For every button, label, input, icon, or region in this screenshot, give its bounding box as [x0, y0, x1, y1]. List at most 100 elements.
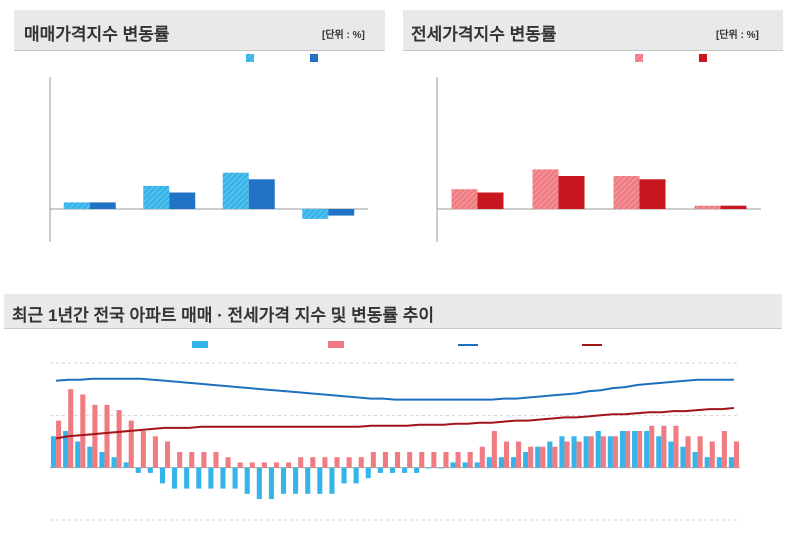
jeonse-change-bar: [177, 451, 183, 468]
sale-change-bar: [256, 467, 262, 500]
sale-change-bar: [159, 467, 165, 484]
curr-week-bar: [248, 179, 275, 209]
prev-week-bar: [694, 205, 721, 209]
sale-change-bar: [353, 467, 359, 484]
jeonse-change-bar: [637, 431, 643, 468]
sale-change-bar: [329, 467, 335, 494]
sale-change-bar: [547, 441, 553, 468]
jeonse-change-bar: [552, 446, 558, 468]
sale-change-bar: [680, 446, 686, 468]
jeonse-change-bar: [733, 441, 740, 468]
sale-change-bar: [280, 467, 287, 494]
jeonse-change-bar: [310, 457, 316, 468]
curr-week-bar: [328, 209, 355, 216]
prev-week-bar: [302, 209, 329, 219]
prev-week-bar: [613, 176, 640, 209]
jeonse-change-bar: [625, 431, 631, 468]
jeonse-change-bar: [128, 420, 134, 468]
sale-change-bar: [63, 431, 69, 468]
jeonse-change-bar: [540, 446, 546, 468]
jeonse-change-bar: [685, 436, 691, 468]
jeonse-change-bar: [346, 457, 352, 468]
jeonse-change-bar: [600, 436, 606, 468]
jeonse-change-bar: [116, 410, 122, 468]
jeonse-change-bar: [140, 431, 146, 468]
jeonse-change-bar: [649, 425, 655, 468]
sale-change-bar: [87, 446, 93, 468]
jeonse-change-bar: [576, 441, 582, 468]
jeonse-change-bar: [104, 404, 110, 468]
jeonse-change-bar: [443, 451, 449, 468]
trend-chart: [50, 341, 740, 521]
sale-change-bar: [571, 436, 577, 468]
sale-change-bar: [498, 457, 504, 468]
jeonse-change-bar: [467, 451, 473, 468]
sale-change-bar: [75, 441, 81, 468]
sale-change-bar: [704, 457, 710, 468]
jeonse-change-bar: [56, 420, 62, 468]
jeonse-change-bar: [68, 389, 74, 468]
sale-change-bar: [559, 436, 565, 468]
jeonse-change-bar: [261, 462, 267, 468]
sale-change-panel: 매매가격지수 변동률 [단위 : %]: [0, 0, 395, 290]
jeonse-change-bar: [165, 441, 171, 468]
sale-change-bar: [172, 467, 178, 489]
curr-week-bar: [169, 192, 196, 209]
sale-change-bar: [317, 467, 323, 494]
sale-change-bar: [632, 431, 638, 468]
jeonse-change-chart: [436, 54, 761, 242]
sale-change-bar: [656, 436, 662, 468]
jeonse-change-bar: [709, 441, 715, 468]
legend-swatch: [699, 54, 707, 62]
sale-change-bar: [595, 431, 601, 468]
sale-change-bar: [389, 467, 395, 473]
curr-week-bar: [477, 192, 504, 209]
jeonse-change-bar: [564, 441, 570, 468]
sale-panel-title: 매매가격지수 변동률: [24, 25, 170, 44]
sale-change-bar: [123, 462, 129, 468]
sale-title-bar: [14, 10, 385, 51]
sale-change-bar: [220, 467, 226, 489]
prev-week-bar: [143, 185, 170, 209]
sale-change-bar: [402, 467, 408, 473]
prev-week-bar: [532, 169, 559, 209]
sale-change-bar: [450, 462, 456, 468]
curr-week-bar: [639, 179, 666, 209]
jeonse-change-bar: [516, 441, 522, 468]
jeonse-change-bar: [612, 436, 618, 468]
sale-change-bar: [523, 451, 529, 468]
sale-change-bar: [365, 467, 371, 479]
legend-swatch: [328, 341, 344, 348]
sale-unit-label: [단위 : %]: [322, 30, 365, 41]
jeonse-change-bar: [407, 451, 413, 468]
jeonse-change-bar: [697, 436, 703, 468]
sale-change-bar: [184, 467, 190, 489]
sale-index-line: [56, 377, 734, 401]
trend-panel-title: 최근 1년간 전국 아파트 매매 · 전세가격 지수 및 변동률 추이: [12, 306, 435, 325]
sale-change-bar: [208, 467, 214, 489]
sale-change-bar: [462, 462, 468, 468]
sale-change-bar: [99, 451, 105, 468]
sale-change-bar: [111, 457, 117, 468]
jeonse-change-bar: [661, 425, 667, 468]
sale-change-bar: [510, 457, 517, 468]
sale-change-bar: [716, 457, 722, 468]
jeonse-change-bar: [370, 451, 376, 468]
legend-swatch: [246, 54, 254, 62]
curr-week-bar: [558, 176, 585, 209]
sale-change-bar: [583, 436, 589, 468]
trend-title-bar: [4, 294, 782, 329]
curr-week-bar: [89, 202, 116, 209]
jeonse-change-bar: [588, 436, 594, 468]
jeonse-change-bar: [334, 457, 340, 468]
jeonse-change-bar: [528, 446, 534, 468]
sale-change-bar: [268, 467, 274, 500]
jeonse-change-bar: [455, 451, 461, 468]
sale-change-bar: [474, 462, 480, 468]
jeonse-change-bar: [273, 462, 280, 468]
sale-change-bar: [438, 467, 444, 469]
prev-week-bar: [63, 202, 90, 209]
jeonse-change-bar: [152, 436, 158, 468]
jeonse-change-bar: [249, 462, 255, 468]
jeonse-change-bar: [189, 451, 195, 468]
